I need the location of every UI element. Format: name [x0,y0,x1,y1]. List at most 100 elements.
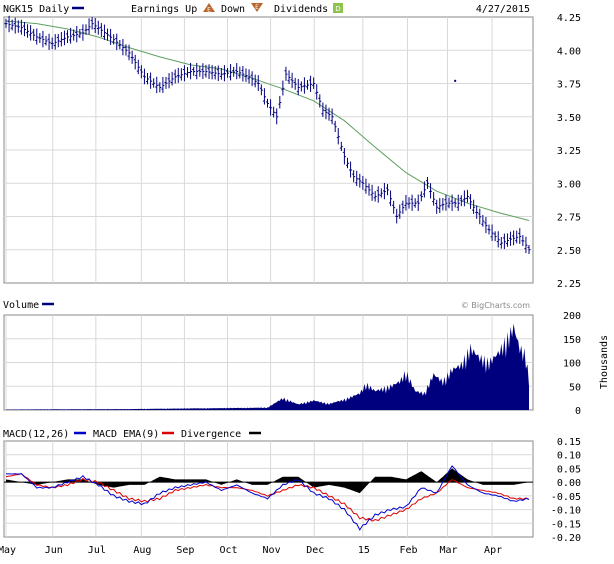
price-bar [198,65,202,77]
price-bar [62,30,66,46]
price-bar [521,235,525,247]
price-bar [512,230,516,246]
price-bar [250,71,254,87]
volume-unit-label: Thousands [599,335,610,389]
x-tick-label: Sep [176,545,194,556]
price-bar [93,17,97,34]
price-bar [505,233,509,247]
price-bar [146,72,150,85]
y-tick-label: -0.15 [551,519,581,530]
price-bar [499,236,503,249]
macd-ema-label: MACD EMA(9) [93,429,159,440]
volume-label: Volume [3,300,39,311]
price-bar [35,28,39,45]
price-bar [96,20,100,35]
price-bar [395,208,399,224]
price-bar [210,65,214,80]
y-tick-label: 100 [563,359,581,370]
price-bar [367,183,371,196]
x-tick-label: Mar [439,545,457,556]
price-bar [130,50,134,64]
price-bar [256,75,260,91]
price-bar [484,216,488,234]
y-tick-label: 0.10 [557,451,581,462]
price-bar [296,79,300,96]
x-tick-label: Aug [133,545,151,556]
price-bar [189,62,193,80]
price-bar [493,231,497,242]
price-bar [435,199,439,214]
price-bar [66,30,70,44]
volume-area [6,323,529,410]
price-bar [327,107,331,121]
price-bar [29,25,33,41]
price-bar [226,67,230,78]
price-bar [201,63,205,80]
price-bar [213,66,217,80]
price-bar [342,148,346,165]
price-bar [112,34,116,45]
price-bar [235,63,239,80]
price-bar [413,198,417,208]
price-bar [195,62,199,80]
price-bar [281,80,285,96]
price-bar [158,82,162,93]
price-bar [56,33,60,48]
price-bar [333,120,337,133]
y-tick-label: -0.10 [551,506,581,517]
price-bar [318,94,322,108]
price-bar [376,186,380,203]
macd-ema-line [5,473,530,522]
price-bar [450,194,454,211]
price-bar [407,197,411,209]
price-bar [496,231,500,248]
x-tick-label: Oct [219,545,237,556]
watermark: © BigCharts.com [461,301,530,310]
y-tick-label: 0.00 [557,478,581,489]
price-bar [305,80,309,90]
price-bar [149,72,153,89]
price-bar [401,200,405,214]
price-bar [336,128,340,145]
price-bar [164,76,168,89]
price-bar [167,73,171,89]
price-bar [465,189,469,203]
price-bar [241,66,245,82]
price-bar [262,88,266,105]
price-bar [170,71,174,86]
price-bar [422,181,426,198]
price-bar [229,63,233,81]
price-bar [302,77,306,94]
price-bar [53,34,57,50]
price-bar [124,44,128,56]
dividends-icon-letter: D [335,5,340,13]
price-bar [38,33,42,44]
price-bar [253,74,257,88]
price-bar [392,200,396,214]
price-bar [487,224,491,235]
price-bar [524,236,528,254]
price-bar [469,194,473,209]
price-bar [373,191,377,202]
price-bar [127,44,131,61]
price-bar [136,59,140,75]
price-bar [385,184,389,196]
divergence-label: Divergence [181,429,241,440]
price-bar [404,195,408,211]
price-bar [269,99,273,116]
price-bar [410,194,414,211]
price-bar [330,108,334,125]
x-tick-label: 15 [358,545,370,556]
price-bar [490,224,494,241]
price-bar [176,67,180,83]
price-bar [118,40,122,50]
symbol-label: NGK15 Daily [3,4,69,15]
price-bar [444,194,448,211]
price-bar [161,76,165,93]
volume-panel: Volume © BigCharts.com 200 150 100 50 0 Thou… [3,300,610,417]
x-tick-label: May [0,545,16,556]
price-bar [370,184,374,201]
down-label: Down [221,4,245,15]
price-bar [142,68,146,85]
price-bar [4,18,8,28]
